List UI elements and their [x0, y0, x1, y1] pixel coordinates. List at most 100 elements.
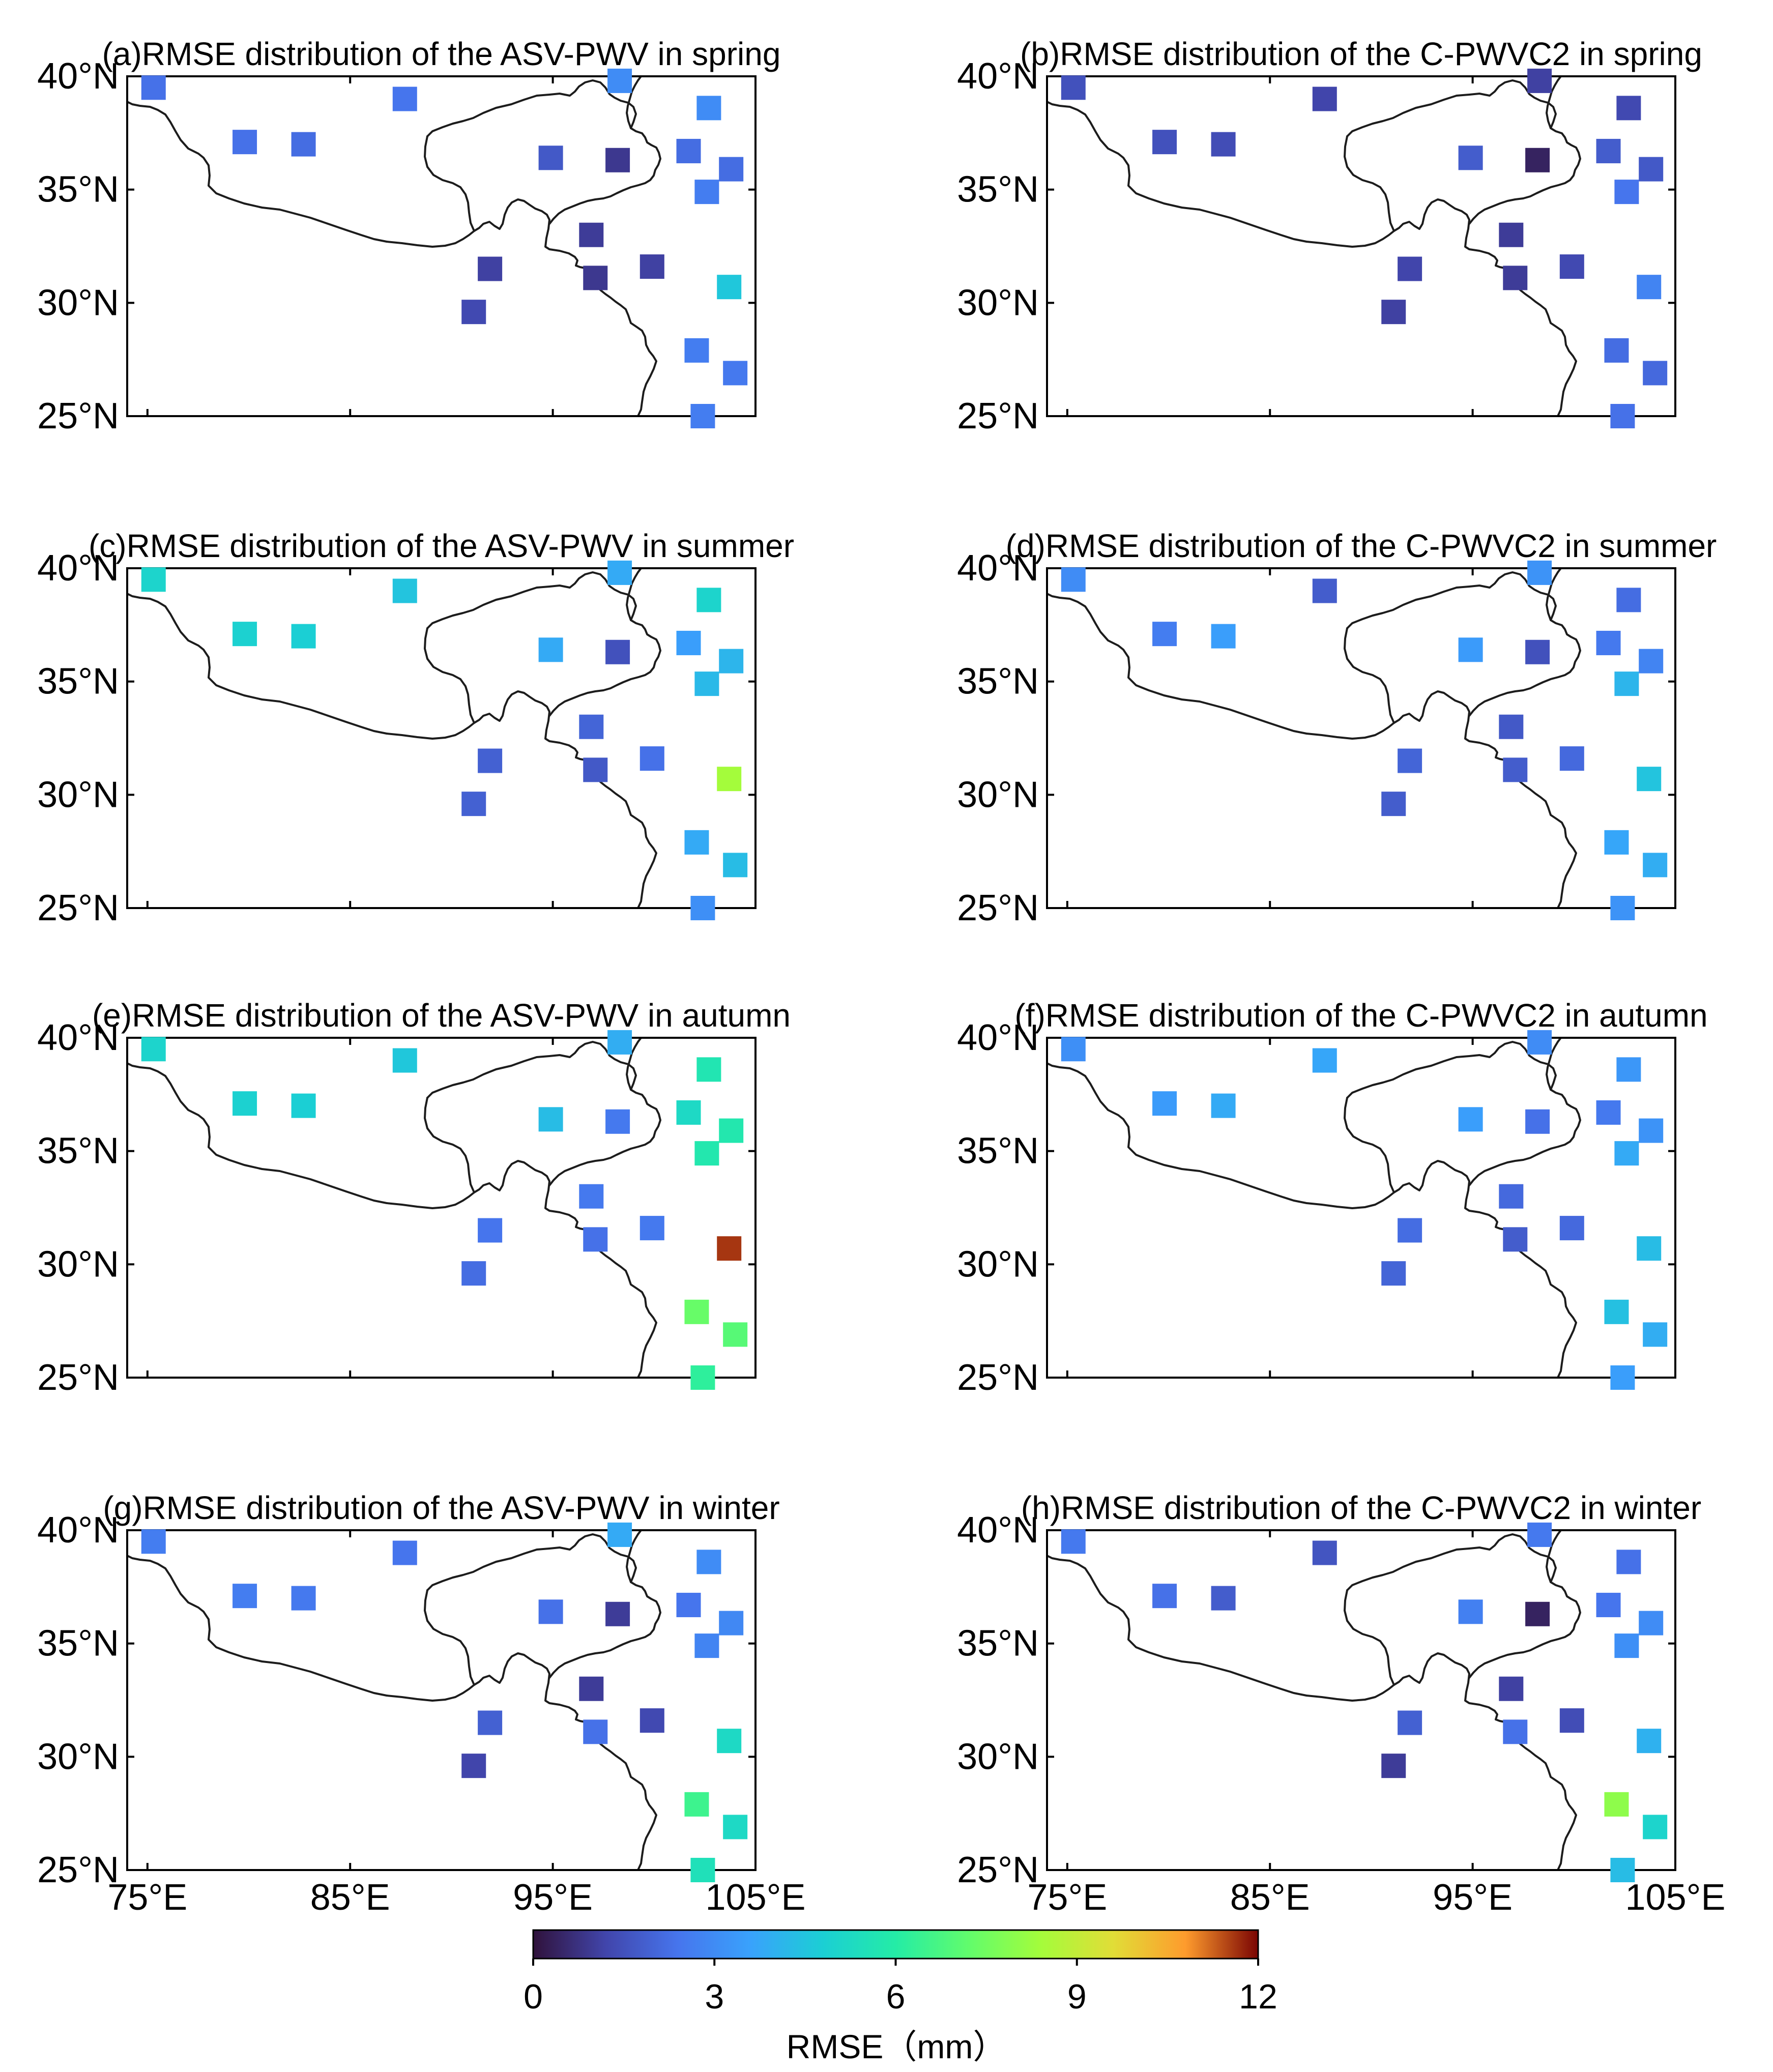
- lat-tick-label: 30°N: [957, 1736, 1039, 1777]
- boundary-line: [424, 1097, 475, 1193]
- map-panel: (h)RMSE distribution of the C-PWVC2 in w…: [957, 1490, 1725, 1918]
- station-marker: [717, 767, 742, 792]
- station-marker: [1596, 630, 1621, 655]
- lat-tick-label: 40°N: [37, 1510, 119, 1551]
- station-marker: [696, 588, 721, 612]
- lat-tick-label: 40°N: [37, 1017, 119, 1058]
- boundary-line: [424, 135, 475, 232]
- lat-tick-label: 25°N: [957, 1850, 1039, 1890]
- station-marker: [1596, 1100, 1621, 1125]
- station-marker: [478, 748, 503, 773]
- station-marker: [1610, 1365, 1635, 1390]
- station-marker: [478, 256, 503, 281]
- station-marker: [717, 275, 742, 300]
- lat-tick-label: 30°N: [37, 1244, 119, 1285]
- station-marker: [690, 1365, 715, 1390]
- lat-tick-label: 30°N: [37, 1736, 119, 1777]
- boundary-line: [1344, 1097, 1395, 1193]
- panel-title: (f)RMSE distribution of the C-PWVC2 in a…: [1014, 997, 1707, 1034]
- station-marker: [676, 1592, 701, 1617]
- station-marker: [684, 338, 709, 363]
- station-marker: [676, 630, 701, 655]
- station-marker: [1381, 1261, 1406, 1286]
- map-panel: (a)RMSE distribution of the ASV-PWV in s…: [37, 36, 780, 436]
- station-marker: [392, 578, 417, 603]
- station-marker: [1458, 145, 1483, 170]
- station-marker: [538, 145, 563, 170]
- station-marker: [1503, 1719, 1528, 1744]
- station-marker: [461, 1754, 486, 1778]
- lat-tick-label: 40°N: [37, 548, 119, 589]
- station-marker: [1152, 1091, 1177, 1116]
- colorbar: [532, 1929, 1259, 1960]
- station-marker: [694, 1633, 719, 1658]
- station-marker: [1559, 254, 1584, 279]
- station-marker: [1616, 588, 1641, 612]
- boundary-line: [127, 593, 657, 908]
- station-marker: [690, 1858, 715, 1882]
- boundary-line: [1047, 101, 1577, 416]
- panel-title: (a)RMSE distribution of the ASV-PWV in s…: [102, 36, 781, 72]
- station-marker: [1596, 1592, 1621, 1617]
- station-marker: [719, 649, 744, 674]
- lat-tick-label: 40°N: [37, 56, 119, 97]
- station-marker: [538, 1107, 563, 1132]
- station-marker: [1152, 1584, 1177, 1609]
- station-marker: [1637, 1236, 1662, 1261]
- station-marker: [141, 567, 166, 592]
- lon-tick-label: 105°E: [1625, 1877, 1726, 1918]
- station-marker: [1211, 624, 1236, 649]
- station-marker: [1639, 157, 1664, 182]
- station-marker: [1312, 1540, 1337, 1565]
- station-marker: [1639, 649, 1664, 674]
- station-marker: [723, 853, 748, 878]
- station-marker: [690, 896, 715, 920]
- station-marker: [1211, 1586, 1236, 1611]
- station-marker: [1559, 1216, 1584, 1241]
- station-marker: [1596, 138, 1621, 163]
- station-marker: [1616, 96, 1641, 121]
- lat-tick-label: 40°N: [957, 548, 1039, 589]
- station-marker: [1525, 148, 1550, 172]
- station-marker: [605, 148, 630, 172]
- map-frame: [126, 567, 757, 909]
- station-marker: [461, 300, 486, 325]
- boundary-line: [1047, 593, 1577, 908]
- map-panel: (b)RMSE distribution of the C-PWVC2 in s…: [957, 36, 1702, 436]
- station-marker: [583, 757, 608, 782]
- panel-title: (b)RMSE distribution of the C-PWVC2 in s…: [1020, 36, 1702, 72]
- lat-tick-label: 30°N: [37, 282, 119, 323]
- map-panel: (e)RMSE distribution of the ASV-PWV in a…: [37, 997, 791, 1398]
- station-marker: [583, 266, 608, 290]
- boundary-line: [424, 627, 475, 724]
- station-marker: [1527, 68, 1552, 93]
- map-frame: [1046, 567, 1676, 909]
- lat-tick-label: 25°N: [37, 888, 119, 928]
- map-panel: (f)RMSE distribution of the C-PWVC2 in a…: [957, 997, 1708, 1398]
- boundary-line: [1344, 1589, 1395, 1686]
- station-marker: [1499, 1184, 1524, 1209]
- map-frame: [126, 75, 757, 417]
- station-marker: [1499, 714, 1524, 739]
- station-marker: [684, 1792, 709, 1817]
- lon-tick-label: 95°E: [1433, 1877, 1513, 1918]
- map-frame: [126, 1037, 757, 1379]
- station-marker: [1610, 896, 1635, 920]
- lat-tick-label: 35°N: [957, 1623, 1039, 1664]
- boundary-line: [1047, 1555, 1577, 1870]
- station-marker: [461, 1261, 486, 1286]
- station-marker: [640, 1708, 664, 1733]
- boundary-line: [127, 101, 657, 416]
- station-marker: [1398, 748, 1422, 773]
- station-marker: [1061, 75, 1086, 100]
- station-marker: [1637, 275, 1662, 300]
- lat-tick-label: 35°N: [37, 1623, 119, 1664]
- station-marker: [478, 1218, 503, 1243]
- lat-tick-label: 25°N: [957, 888, 1039, 928]
- station-marker: [141, 75, 166, 100]
- station-marker: [1061, 1529, 1086, 1554]
- station-marker: [1614, 1141, 1639, 1166]
- colorbar-tick-label: 6: [886, 1977, 906, 2016]
- boundary-line: [127, 1555, 657, 1870]
- station-marker: [461, 792, 486, 816]
